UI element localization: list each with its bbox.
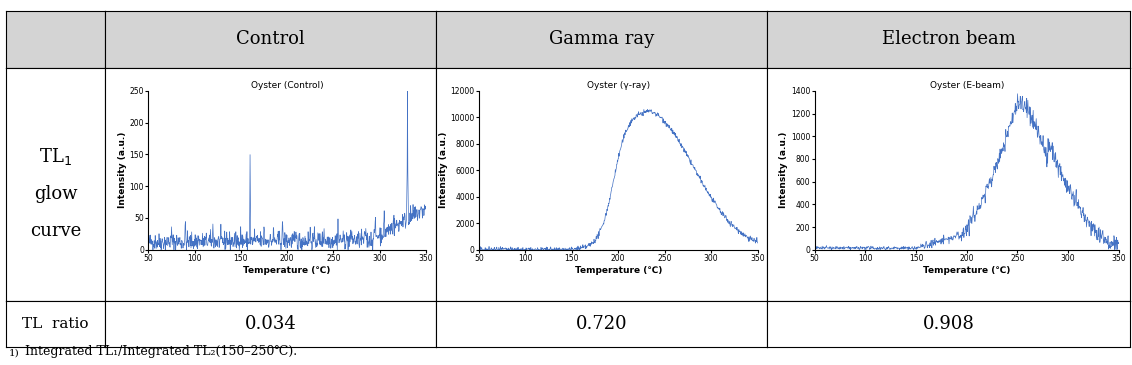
Y-axis label: Intensity (a.u.): Intensity (a.u.) <box>118 132 127 208</box>
Text: glow: glow <box>34 185 77 203</box>
X-axis label: Temperature (℃): Temperature (℃) <box>923 266 1011 275</box>
Title: Oyster (E-beam): Oyster (E-beam) <box>929 81 1004 90</box>
Title: Oyster (Control): Oyster (Control) <box>251 81 324 90</box>
Text: curve: curve <box>29 222 82 240</box>
Text: TL$_1$: TL$_1$ <box>38 146 72 167</box>
Text: Electron beam: Electron beam <box>882 30 1015 48</box>
Text: 1): 1) <box>9 349 19 358</box>
Text: 0.908: 0.908 <box>923 315 975 333</box>
Text: Integrated TL₁/Integrated TL₂(150–250℃).: Integrated TL₁/Integrated TL₂(150–250℃). <box>25 345 297 358</box>
Text: TL  ratio: TL ratio <box>23 317 88 331</box>
Text: 0.720: 0.720 <box>576 315 627 333</box>
Title: Oyster (γ-ray): Oyster (γ-ray) <box>586 81 650 90</box>
X-axis label: Temperature (℃): Temperature (℃) <box>243 266 331 275</box>
X-axis label: Temperature (℃): Temperature (℃) <box>575 266 662 275</box>
Y-axis label: Intensity (a.u.): Intensity (a.u.) <box>439 132 448 208</box>
Text: 0.034: 0.034 <box>245 315 297 333</box>
Text: Gamma ray: Gamma ray <box>549 30 654 48</box>
Y-axis label: Intensity (a.u.): Intensity (a.u.) <box>779 132 788 208</box>
Text: Control: Control <box>237 30 305 48</box>
